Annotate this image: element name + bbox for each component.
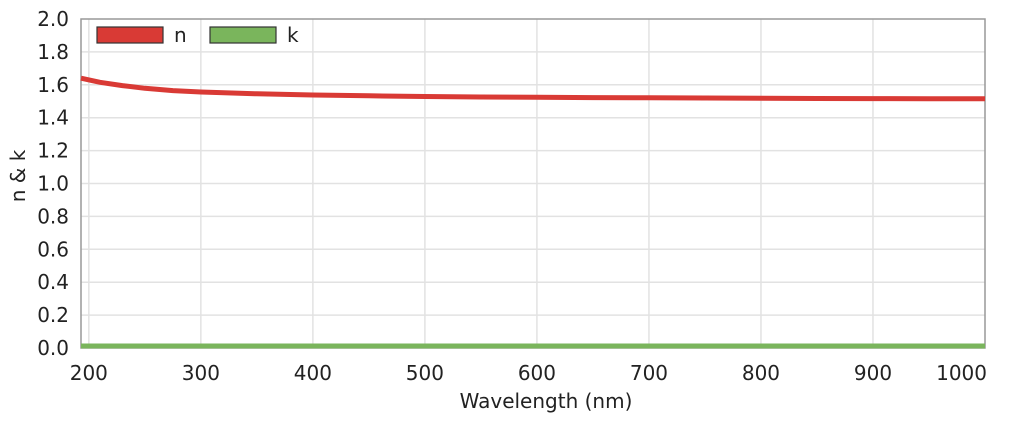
y-tick-label: 1.8: [37, 40, 69, 64]
legend-swatch-n: [96, 26, 164, 44]
series-layer: [80, 75, 985, 349]
y-tick-label: 1.2: [37, 139, 69, 163]
grid: [81, 19, 985, 348]
legend-swatch-k: [209, 26, 277, 44]
x-tick-label: 700: [630, 361, 668, 385]
y-tick-label: 1.0: [37, 172, 69, 196]
x-tick-label: 900: [854, 361, 892, 385]
x-tick-label: 1000: [936, 361, 987, 385]
series-line-n: [80, 75, 985, 102]
x-tick-label: 400: [294, 361, 332, 385]
y-tick-label: 0.2: [37, 303, 69, 327]
x-tick-label: 200: [70, 361, 108, 385]
y-tick-label: 0.8: [37, 204, 69, 228]
y-tick-label: 1.4: [37, 106, 69, 130]
x-tick-label: 300: [182, 361, 220, 385]
y-tick-label: 2.0: [37, 7, 69, 31]
y-tick-label: 1.6: [37, 73, 69, 97]
x-tick-label: 800: [742, 361, 780, 385]
legend-label-k: k: [287, 23, 299, 47]
y-tick-label: 0.6: [37, 237, 69, 261]
x-tick-label: 500: [406, 361, 444, 385]
y-tick-label: 0.0: [37, 336, 69, 360]
x-axis-label: Wavelength (nm): [460, 389, 633, 413]
y-axis-ticks: 0.0 0.2 0.4 0.6 0.8 1.0 1.2 1.4 1.6 1.8 2.0: [37, 7, 69, 360]
x-axis-ticks: 200 300 400 500 600 700 800 900 1000: [70, 361, 987, 385]
legend-label-n: n: [174, 23, 187, 47]
y-axis-label: n & k: [6, 149, 30, 202]
y-tick-label: 0.4: [37, 270, 69, 294]
x-tick-label: 600: [518, 361, 556, 385]
